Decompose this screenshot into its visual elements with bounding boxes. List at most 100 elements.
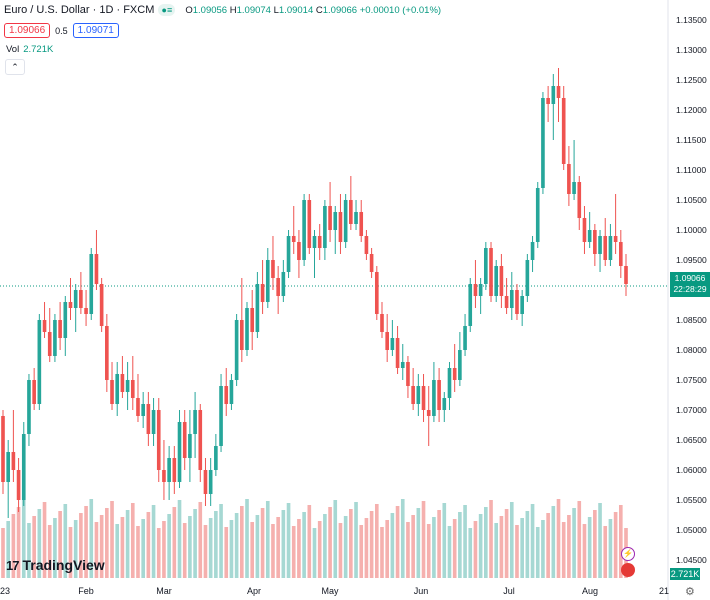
volume-bar [421, 501, 426, 578]
price-tick-label: 1.06000 [676, 465, 707, 475]
volume-bar [556, 499, 561, 578]
candle-body [525, 260, 530, 296]
candle-body [411, 386, 415, 404]
volume-bar [68, 527, 73, 578]
volume-bar [130, 503, 135, 578]
collapse-legend-button[interactable]: ⌃ [5, 59, 25, 75]
candle-body [286, 236, 291, 272]
candle-body [115, 374, 120, 404]
candle-body [130, 380, 135, 398]
candle-body [323, 206, 327, 248]
candle-body [172, 458, 177, 482]
volume-bar [250, 522, 255, 578]
candle-body [198, 410, 203, 470]
candle-body [37, 320, 42, 404]
volume-bar [297, 519, 301, 578]
candle-body [520, 296, 524, 314]
candle-body [458, 350, 462, 380]
symbol-title[interactable]: Euro / U.S. Dollar · 1D · FXCM [4, 4, 155, 16]
buy-button[interactable]: 1.09071 [72, 23, 119, 38]
candle-body [577, 182, 582, 218]
candle-body [416, 386, 421, 404]
gear-icon[interactable]: ⚙ [685, 586, 695, 598]
candle-body [494, 266, 499, 296]
time-tick-label: Jun [414, 586, 429, 596]
volume-bar [53, 518, 57, 578]
volume-bar [141, 519, 145, 578]
price-tick-label: 1.04500 [676, 555, 707, 565]
candle-body [291, 236, 296, 242]
open-label: O [185, 4, 193, 16]
candle-body [245, 308, 249, 350]
candle-body [27, 380, 31, 434]
candle-body [110, 380, 114, 404]
candle-body [146, 404, 151, 434]
candle-body [608, 236, 613, 260]
candle-body [624, 266, 628, 284]
time-axis[interactable]: 23 Feb Mar Apr May Jun Jul Aug 21 [0, 586, 669, 596]
price-axis[interactable]: 1.13500 1.13000 1.12500 1.12000 1.11500 1.110… [667, 0, 707, 600]
candle-body [406, 362, 410, 386]
volume-bar [167, 514, 171, 578]
volume-bar [618, 505, 623, 578]
volume-bar [374, 504, 379, 578]
volume-bar [577, 501, 582, 578]
candle-body [229, 380, 234, 404]
low-value: 1.09014 [278, 4, 314, 16]
candle-body [541, 98, 545, 188]
volume-bar [115, 524, 120, 578]
candle-body [593, 230, 597, 254]
candle-body [281, 272, 286, 296]
volume-bar [582, 524, 587, 578]
time-tick-label: May [321, 586, 339, 596]
volume-bar [478, 514, 483, 578]
price-tick-label: 1.06500 [676, 435, 707, 445]
us-flag-event-icon[interactable] [621, 563, 635, 577]
volume-bar [437, 510, 441, 578]
candle-body [369, 254, 374, 272]
candle-body [546, 98, 550, 104]
tradingview-logo[interactable]: 17 TradingView [6, 557, 105, 573]
candle-body [385, 332, 390, 350]
candle-body [151, 410, 156, 434]
volume-bar [229, 520, 234, 578]
candle-body [452, 368, 457, 380]
volume-bar [182, 523, 187, 578]
volume-bar [177, 500, 182, 578]
sell-button[interactable]: 1.09066 [4, 23, 51, 38]
volume-bar [411, 515, 415, 578]
volume-bar [551, 506, 556, 578]
candle-body [489, 248, 493, 296]
candle-body [16, 470, 21, 500]
volume-bar [312, 528, 317, 578]
brand-name: TradingView [22, 557, 105, 573]
volume-bar [136, 526, 140, 578]
candle-body [390, 338, 395, 350]
volume-bar [11, 514, 16, 578]
volume-bar [380, 527, 384, 578]
bar-countdown: 22:28:29 [673, 284, 707, 294]
candle-body [395, 338, 400, 368]
candle-body [426, 410, 431, 416]
volume-bar [281, 510, 286, 578]
volume-bar [58, 511, 62, 578]
candle-body [250, 308, 255, 332]
price-tick-label: 1.10000 [676, 225, 707, 235]
volume-bar [276, 517, 280, 578]
candle-body [79, 290, 83, 308]
lightning-event-icon[interactable]: ⚡ [621, 547, 635, 561]
candle-body [509, 290, 514, 308]
spread-value: 0.5 [55, 25, 68, 36]
legend-header: Euro / U.S. Dollar · 1D · FXCM ●≡ O1.090… [4, 4, 441, 16]
candle-body [63, 302, 68, 338]
volume-bar [561, 522, 566, 578]
price-tick-label: 1.11500 [676, 135, 706, 145]
open-value: 1.09056 [192, 4, 228, 16]
volume-legend: Vol 2.721K [6, 44, 53, 55]
candle-body [478, 284, 483, 296]
candle-body [89, 254, 94, 314]
candle-body [182, 422, 187, 458]
volume-bar [120, 517, 125, 578]
volume-bar [214, 511, 218, 578]
